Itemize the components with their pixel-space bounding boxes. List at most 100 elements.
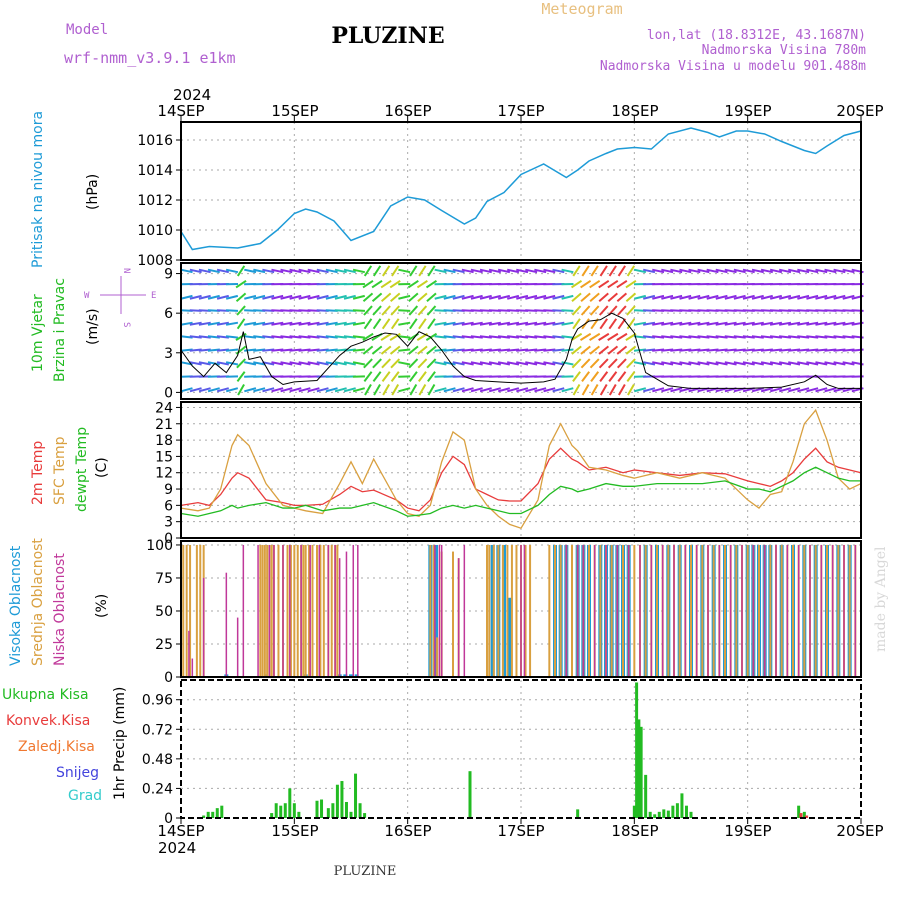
wind-arrow (307, 294, 320, 300)
wind-arrow (298, 361, 311, 366)
cloud-bar-1 (559, 544, 562, 677)
wind-arrow (443, 268, 456, 274)
wind-arrow (390, 371, 400, 382)
wind-arrow (390, 292, 401, 303)
wind-arrow (488, 361, 502, 366)
wind-arrow (391, 265, 400, 277)
cloud-bar-2 (593, 544, 596, 677)
pressure-tick-label: 1016 (137, 133, 173, 149)
cloud-bar-2 (257, 544, 259, 677)
wind-arrow (425, 332, 438, 341)
time-label-bottom-0: 14SEP (157, 822, 204, 840)
wind-arrow (381, 358, 392, 369)
wind-arrow (742, 321, 755, 326)
cloud-bar-0 (507, 597, 512, 677)
cloud-bar-1 (515, 544, 518, 677)
wind-arrow (417, 305, 428, 316)
wind-arrow (363, 358, 373, 369)
wind-arrow (307, 321, 320, 326)
wind-arrow (617, 305, 627, 316)
wind-arrow (769, 268, 783, 274)
wind-arrow (416, 279, 428, 289)
wind-arrow (470, 387, 483, 393)
wind-arrow (715, 335, 728, 339)
wind-arrow (561, 361, 574, 366)
temp-tick-label: 9 (164, 482, 173, 498)
cloud-bar-1 (506, 544, 509, 677)
precip-bar-0 (344, 801, 348, 818)
wind-arrow (598, 332, 610, 341)
wind-arrow (534, 387, 547, 393)
wind-arrow (198, 387, 211, 393)
cloud-bar-2 (520, 544, 522, 677)
cloud-bar-1 (510, 544, 513, 677)
meteogram-label: Meteogram (541, 0, 622, 18)
wind-arrow (316, 268, 329, 274)
wind-arrow (198, 294, 211, 300)
wind-arrow (552, 268, 565, 274)
wind-arrow (343, 335, 356, 339)
wind-arrow (417, 358, 428, 369)
wind-arrow (769, 335, 783, 339)
wind-arrow (289, 387, 302, 393)
wind-arrow (670, 268, 683, 274)
wind-arrow (334, 361, 347, 366)
pressure-series-line (180, 127, 862, 251)
wind-arrow (616, 332, 628, 341)
wind-arrow (661, 321, 674, 326)
wind-arrow (289, 294, 302, 300)
wind-arrow (778, 268, 792, 274)
cloud-bar-1 (848, 544, 851, 677)
wind-arrow (216, 387, 229, 393)
cloud-bar-2 (236, 617, 239, 677)
time-label-top-5: 19SEP (724, 102, 771, 120)
wind-arrow (581, 371, 591, 382)
wind-arrow (371, 279, 383, 289)
cloud-bar-1 (452, 551, 454, 677)
lonlat-text: lon,lat (18.8312E, 43.1687N) (647, 28, 866, 43)
wind-arrow (607, 358, 618, 369)
precip-bar-0 (797, 805, 801, 818)
wind-arrow (507, 294, 520, 300)
cloud-bar-1 (712, 544, 715, 677)
wind-arrow (289, 335, 302, 339)
wind-arrow (380, 332, 392, 341)
wind-arrow (507, 387, 520, 393)
wind-arrow (778, 361, 792, 366)
wind-title-1: 10m Vjetar (30, 294, 46, 372)
wind-arrow (516, 321, 529, 326)
cloud-bar-2 (309, 544, 311, 677)
wind-arrow (733, 268, 746, 274)
wind-arrow (561, 309, 574, 312)
wind-arrow (364, 384, 372, 396)
cloud-bar-1 (266, 544, 269, 677)
wind-arrow (580, 305, 591, 316)
wind-arrow (390, 318, 400, 330)
cloud-bar-2 (627, 544, 630, 677)
wind-arrow (398, 335, 411, 339)
temp-series-line-1 (180, 408, 862, 529)
wind-arrow (426, 345, 437, 355)
wind-arrow (390, 358, 401, 369)
wind-arrow (661, 294, 674, 300)
cloud-bar-1 (261, 544, 264, 677)
wind-arrow (724, 321, 737, 326)
wind-arrow (443, 294, 456, 300)
wind-arrow (626, 305, 636, 316)
wind-arrow (608, 371, 618, 382)
time-label-bottom-4: 18SEP (611, 822, 658, 840)
wind-arrow (497, 387, 511, 393)
wind-arrow (633, 335, 647, 339)
cloud-bar-2 (225, 572, 228, 677)
wind-arrow (325, 321, 338, 326)
precip-label-hail: Grad (68, 788, 102, 804)
wind-arrow (325, 387, 338, 393)
precip-bar-0 (354, 773, 358, 818)
precip-bar-0 (211, 811, 215, 818)
wind-arrow (842, 268, 855, 274)
wind-arrow (815, 321, 828, 326)
cloud-bar-2 (786, 544, 789, 677)
wind-arrow (788, 387, 801, 393)
wind-arrow (633, 361, 647, 366)
temp-series-line-0 (180, 447, 862, 512)
